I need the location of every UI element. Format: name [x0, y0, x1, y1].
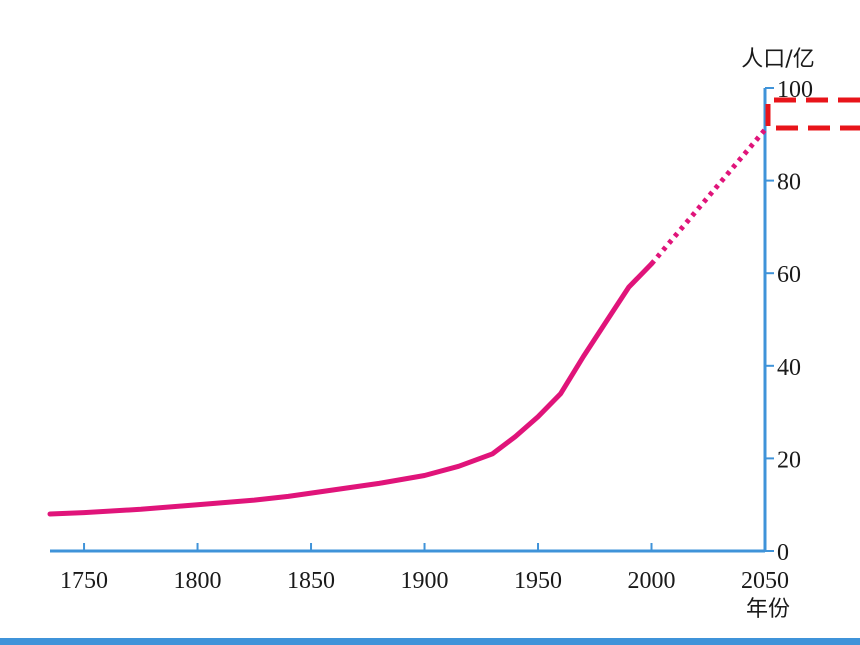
x-tick-label: 1950	[514, 568, 562, 594]
y-axis-title: 人口/亿	[741, 47, 814, 72]
x-ticks: 1750 1800 1850 1900 1950 2000 2050	[60, 543, 789, 594]
x-tick-label: 1850	[287, 568, 335, 594]
y-tick-label: 60	[777, 262, 801, 288]
x-tick-label: 1900	[401, 568, 449, 594]
population-line	[47, 261, 654, 517]
y-tick-label: 20	[777, 447, 801, 473]
highlight-box	[765, 97, 860, 131]
y-tick-label: 0	[777, 540, 789, 566]
projection-dotted-line	[649, 128, 767, 266]
series-layer	[47, 128, 767, 517]
y-tick-label: 40	[777, 355, 801, 381]
x-tick-label: 1800	[174, 568, 222, 594]
x-tick-label: 1750	[60, 568, 108, 594]
x-tick-label: 2000	[628, 568, 676, 594]
y-tick-label: 80	[777, 170, 801, 196]
bottom-accent-bar	[0, 638, 860, 645]
x-tick-label: 2050	[741, 568, 789, 594]
x-axis-title: 年份	[746, 597, 790, 622]
